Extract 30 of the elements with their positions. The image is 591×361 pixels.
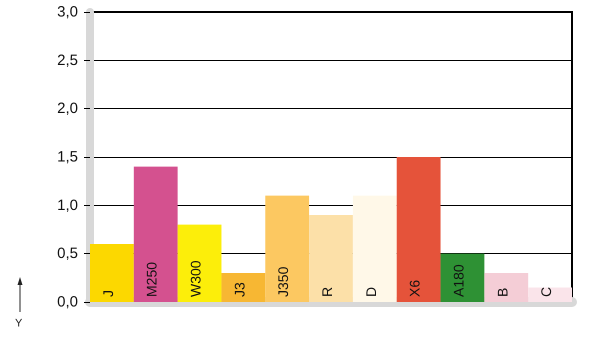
- x-tick-label: A180: [450, 264, 466, 297]
- x-tick-label: D: [362, 286, 379, 297]
- x-tick-label: C: [538, 286, 554, 297]
- bar: [90, 244, 134, 302]
- x-tick-label: J3: [231, 282, 248, 297]
- bar: [484, 273, 528, 302]
- bar: [265, 196, 310, 302]
- bar: [309, 215, 353, 302]
- bar: [396, 157, 441, 302]
- y-tick-label: 0,5: [57, 245, 78, 262]
- bar: [528, 288, 572, 302]
- y-tick-label: 1,5: [57, 148, 78, 166]
- y-tick-label: 1,0: [57, 196, 78, 214]
- y-tick-label: 2,0: [57, 100, 78, 118]
- x-tick-label: B: [494, 288, 510, 297]
- x-tick-label: J: [100, 290, 116, 297]
- y-axis-title: Y: [15, 318, 23, 330]
- x-tick-label: M250: [144, 262, 160, 297]
- bar: [440, 254, 484, 302]
- bar: [178, 224, 222, 302]
- y-tick-label: 2,5: [57, 52, 78, 69]
- x-tick-label: X6: [406, 280, 423, 297]
- y-tick-label: 3,0: [57, 4, 78, 20]
- x-tick-label: J350: [275, 266, 292, 297]
- x-tick-label: R: [319, 286, 335, 297]
- bar: [221, 273, 266, 302]
- bar: [352, 196, 397, 302]
- bar: [134, 166, 178, 302]
- x-tick-label: W300: [188, 260, 204, 297]
- y-tick-label: 0,0: [57, 294, 78, 310]
